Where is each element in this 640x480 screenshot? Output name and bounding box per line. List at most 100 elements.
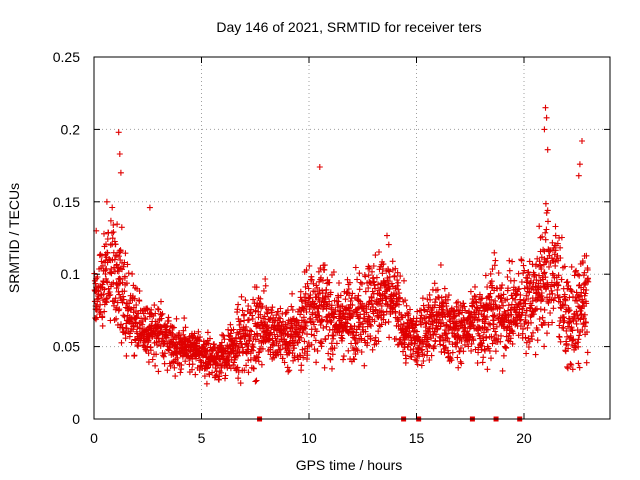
data-point [498,292,504,299]
data-point [489,284,496,291]
data-point [316,313,323,320]
data-point [382,319,389,326]
data-point [582,290,589,297]
data-point [498,332,504,339]
data-point [490,306,496,313]
data-point [362,288,369,295]
data-point [584,266,591,273]
data-point [340,353,347,360]
data-point [508,327,515,334]
data-point [315,268,322,275]
data-point [118,321,124,328]
data-point [220,332,227,339]
data-point [367,336,374,343]
data-point [428,352,435,359]
data-point [359,280,365,287]
data-point [365,285,372,291]
y-tick-label: 0 [72,411,80,427]
data-point [301,294,308,301]
data-point [458,345,464,351]
data-point [282,341,289,348]
data-point [173,315,180,322]
data-point [189,366,195,373]
data-point [449,349,456,356]
data-point [311,332,318,339]
data-point [300,354,307,361]
data-point [113,315,120,322]
data-point [484,284,491,290]
data-point [526,289,533,296]
x-tick-label: 20 [516,430,532,446]
data-point [545,299,552,306]
data-point [118,339,125,346]
data-point [133,314,140,321]
data-point [544,207,551,214]
data-point [349,290,356,297]
data-point [347,307,354,314]
data-point [462,307,469,314]
data-point [277,315,284,322]
data-point [492,257,499,264]
data-point [110,229,117,236]
data-point [296,329,303,336]
data-point [237,318,244,325]
data-point [396,290,403,297]
data-point [306,262,313,269]
data-point [529,336,535,343]
data-point [434,286,441,293]
data-point [321,364,328,371]
data-point [509,340,516,347]
data-point [406,327,413,334]
data-point [580,299,587,306]
data-point [317,339,324,346]
data-point [491,312,498,319]
data-point [367,321,373,328]
data-point [99,297,106,304]
data-point [215,349,222,356]
data-point [275,342,282,349]
data-point [285,368,292,375]
data-point [574,297,581,304]
data-point [563,340,570,347]
data-point [443,330,450,337]
data-point [312,337,319,344]
data-point [500,302,507,309]
data-point [333,340,340,347]
data-point [132,315,139,321]
data-point [529,298,536,305]
y-tick-label: 0.2 [61,121,81,137]
data-point [99,322,106,329]
data-point [311,321,317,328]
data-point [356,286,363,293]
peak-point [146,204,153,211]
data-point [305,285,312,292]
data-point [95,288,102,295]
data-point [491,262,498,269]
data-point [423,314,429,320]
data-point [327,356,334,363]
data-point [511,277,518,284]
data-point [426,357,433,363]
data-point [533,261,540,268]
data-point [136,298,143,304]
data-point [124,261,131,268]
data-point [107,217,114,224]
data-point [123,352,130,359]
data-point [121,288,128,295]
data-point [530,329,536,336]
data-point [493,323,500,330]
data-point [394,269,401,276]
data-point [352,264,359,271]
data-point [518,257,525,264]
data-point [129,270,136,277]
data-point [239,344,246,351]
data-point [499,367,506,374]
data-point [503,344,510,351]
data-point [364,339,371,346]
data-point [362,273,369,280]
data-point [326,279,333,286]
data-point [314,347,321,354]
data-point [479,359,486,366]
data-point [346,292,353,299]
data-point [234,352,241,359]
